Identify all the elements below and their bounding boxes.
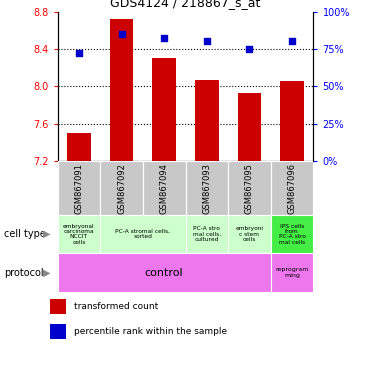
Text: control: control — [145, 268, 184, 278]
Text: percentile rank within the sample: percentile rank within the sample — [75, 327, 227, 336]
Text: transformed count: transformed count — [75, 302, 159, 311]
Text: IPS cells
from
PC-A stro
mal cells: IPS cells from PC-A stro mal cells — [279, 223, 306, 245]
Text: GSM867096: GSM867096 — [288, 163, 297, 214]
Text: GSM867092: GSM867092 — [117, 163, 126, 214]
Bar — [271, 253, 313, 292]
Bar — [186, 161, 228, 215]
Bar — [100, 215, 186, 253]
Bar — [228, 161, 271, 215]
Text: reprogram
ming: reprogram ming — [276, 267, 309, 278]
Point — [119, 31, 125, 37]
Bar — [58, 253, 271, 292]
Bar — [186, 215, 228, 253]
Bar — [271, 215, 313, 253]
Text: ▶: ▶ — [43, 268, 50, 278]
Point — [161, 35, 167, 41]
Bar — [238, 93, 261, 161]
Point — [76, 50, 82, 56]
Bar — [152, 58, 176, 161]
Bar — [58, 161, 100, 215]
Bar — [100, 161, 143, 215]
Bar — [228, 215, 271, 253]
Text: cell type: cell type — [4, 229, 46, 239]
Bar — [67, 133, 91, 161]
Title: GDS4124 / 218867_s_at: GDS4124 / 218867_s_at — [110, 0, 261, 9]
Text: PC-A stromal cells,
sorted: PC-A stromal cells, sorted — [115, 229, 170, 240]
Text: PC-A stro
mal cells,
cultured: PC-A stro mal cells, cultured — [193, 226, 221, 242]
Bar — [50, 324, 66, 339]
Point — [289, 38, 295, 45]
Bar — [195, 80, 219, 161]
Bar — [271, 161, 313, 215]
Text: embryonal
carcinoma
NCCIT
cells: embryonal carcinoma NCCIT cells — [63, 223, 95, 245]
Bar — [280, 81, 304, 161]
Text: GSM867091: GSM867091 — [74, 163, 83, 214]
Text: protocol: protocol — [4, 268, 43, 278]
Bar — [50, 300, 66, 314]
Bar — [143, 161, 186, 215]
Text: embryoni
c stem
cells: embryoni c stem cells — [236, 226, 263, 242]
Point — [247, 46, 253, 52]
Text: GSM867093: GSM867093 — [202, 163, 211, 214]
Text: GSM867095: GSM867095 — [245, 163, 254, 214]
Bar — [58, 215, 100, 253]
Point — [204, 38, 210, 45]
Text: GSM867094: GSM867094 — [160, 163, 169, 214]
Text: ▶: ▶ — [43, 229, 50, 239]
Bar — [110, 19, 133, 161]
